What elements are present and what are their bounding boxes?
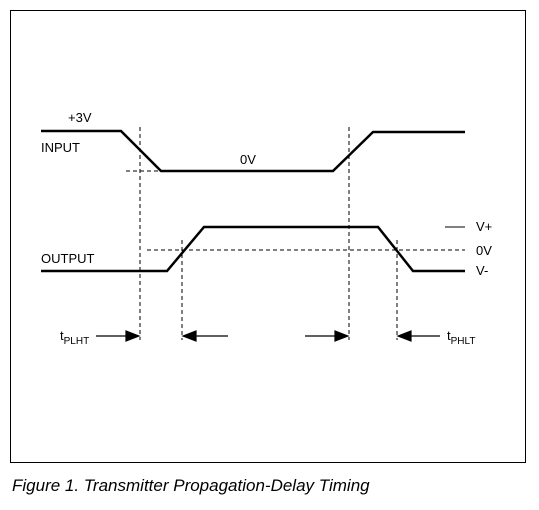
v-plus-label: V+	[476, 219, 492, 234]
plus3v-label: +3V	[68, 110, 92, 125]
figure-caption: Figure 1. Transmitter Propagation-Delay …	[12, 476, 370, 495]
tphlt-label: tPHLT	[447, 328, 475, 347]
output-label: OUTPUT	[41, 251, 95, 266]
input-label: INPUT	[41, 140, 80, 155]
v-minus-label: V-	[476, 263, 488, 278]
input-waveform	[41, 129, 465, 173]
tplht-arrowhead	[125, 330, 141, 342]
output-waveform	[41, 225, 465, 273]
tplht-arrowhead-left	[181, 330, 197, 342]
tphlt-arrowhead-right	[334, 330, 350, 342]
tplht-label: tPLHT	[60, 328, 89, 347]
tphlt-arrowhead	[396, 330, 412, 342]
diagram-frame	[10, 10, 526, 463]
input-zero-v-label: 0V	[240, 152, 256, 167]
output-zero-v-label: 0V	[476, 243, 492, 258]
